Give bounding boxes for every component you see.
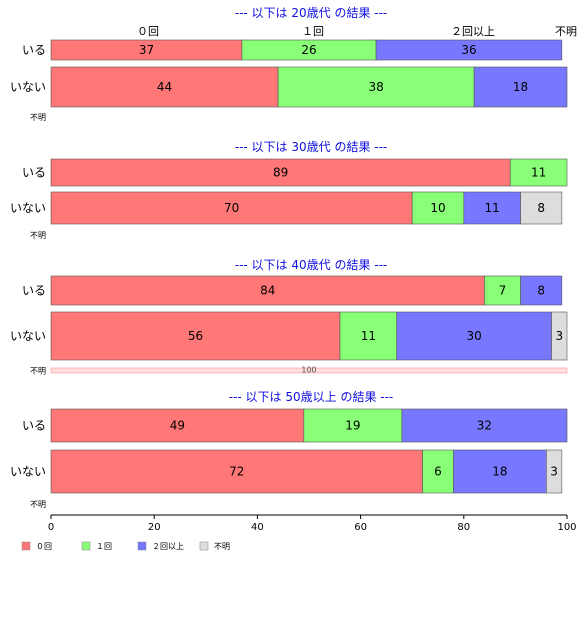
top-category-label: 不明 — [555, 25, 577, 38]
legend-swatch — [81, 541, 91, 551]
row-label: いる — [22, 166, 46, 180]
bar-value-label: 44 — [157, 80, 172, 94]
bar-value-label: 11 — [485, 201, 500, 215]
bar-segment — [277, 66, 475, 108]
bar-value-label: 89 — [273, 166, 288, 180]
bar-value-label: 8 — [537, 201, 545, 215]
row-label: 不明 — [30, 231, 46, 240]
bar-value-label: 26 — [301, 43, 316, 57]
bar-segment — [551, 311, 568, 361]
panel-title: --- 以下は 20歳代 の結果 --- — [235, 6, 388, 20]
panel-title: --- 以下は 50歳以上 の結果 --- — [229, 390, 394, 404]
x-axis-tick-label: 100 — [557, 522, 576, 533]
row-label: いる — [22, 419, 46, 433]
x-axis-tick-label: 20 — [148, 522, 161, 533]
bar-segment — [520, 191, 563, 225]
bar-segment — [50, 191, 413, 225]
bar-segment — [50, 367, 568, 374]
bar-value-label: 84 — [260, 284, 275, 298]
bar-value-label: 11 — [531, 166, 546, 180]
top-category-label: １回 — [302, 25, 324, 38]
bar-segment — [303, 408, 403, 443]
row-label: いる — [22, 43, 46, 57]
bar-value-label: 7 — [499, 284, 507, 298]
panel-title: --- 以下は 30歳代 の結果 --- — [235, 140, 388, 154]
bar-value-label: 19 — [345, 419, 360, 433]
row-label: いない — [10, 465, 46, 479]
bar-value-label: 18 — [513, 80, 528, 94]
bar-segment — [401, 408, 568, 443]
bar-segment — [463, 191, 521, 225]
legend-label: 不明 — [214, 542, 230, 551]
bar-value-label: 3 — [550, 465, 558, 479]
top-category-label: ２回以上 — [451, 25, 495, 38]
bar-value-label: 100 — [301, 366, 316, 375]
row-label: いる — [22, 284, 46, 298]
legend-swatch — [199, 541, 209, 551]
bar-segment — [50, 275, 485, 306]
bar-segment — [546, 449, 563, 494]
bar-value-label: 18 — [492, 465, 507, 479]
bar-value-label: 6 — [434, 465, 442, 479]
bar-segment — [484, 275, 521, 306]
bar-value-label: 11 — [361, 329, 376, 343]
bar-value-label: 56 — [188, 329, 203, 343]
bar-value-label: 10 — [430, 201, 445, 215]
bar-value-label: 37 — [139, 43, 154, 57]
top-category-label: ０回 — [137, 25, 159, 38]
bar-segment — [411, 191, 465, 225]
bar-segment — [375, 39, 563, 61]
panel-title: --- 以下は 40歳代 の結果 --- — [235, 258, 388, 272]
row-label: いない — [10, 201, 46, 215]
bar-segment — [50, 158, 511, 187]
bar-value-label: 8 — [537, 284, 545, 298]
x-axis-tick-label: 0 — [48, 522, 54, 533]
bar-segment — [509, 158, 568, 187]
x-axis-tick-label: 80 — [457, 522, 470, 533]
legend-swatch — [137, 541, 147, 551]
row-label: 不明 — [30, 500, 46, 509]
legend-label: １回 — [96, 542, 112, 551]
row-label: 不明 — [30, 367, 46, 376]
bar-value-label: 49 — [170, 419, 185, 433]
bar-segment — [50, 311, 341, 361]
bar-segment — [453, 449, 547, 494]
bar-value-label: 72 — [229, 465, 244, 479]
legend-label: ０回 — [36, 542, 52, 551]
legend-label: ２回以上 — [152, 542, 184, 551]
bar-segment — [50, 408, 305, 443]
bar-value-label: 3 — [555, 329, 563, 343]
x-axis-tick-label: 60 — [354, 522, 367, 533]
bar-segment — [339, 311, 398, 361]
row-label: 不明 — [30, 113, 46, 122]
row-label: いない — [10, 80, 46, 94]
bar-segment — [396, 311, 552, 361]
x-axis-tick-label: 40 — [251, 522, 264, 533]
row-label: いない — [10, 329, 46, 343]
bar-value-label: 38 — [368, 80, 383, 94]
bar-segment — [520, 275, 563, 306]
bar-segment — [422, 449, 454, 494]
bar-value-label: 36 — [461, 43, 476, 57]
bar-segment — [50, 449, 423, 494]
bar-segment — [473, 66, 568, 108]
bar-value-label: 30 — [466, 329, 481, 343]
legend-swatch — [21, 541, 31, 551]
bar-value-label: 32 — [477, 419, 492, 433]
bar-value-label: 70 — [224, 201, 239, 215]
